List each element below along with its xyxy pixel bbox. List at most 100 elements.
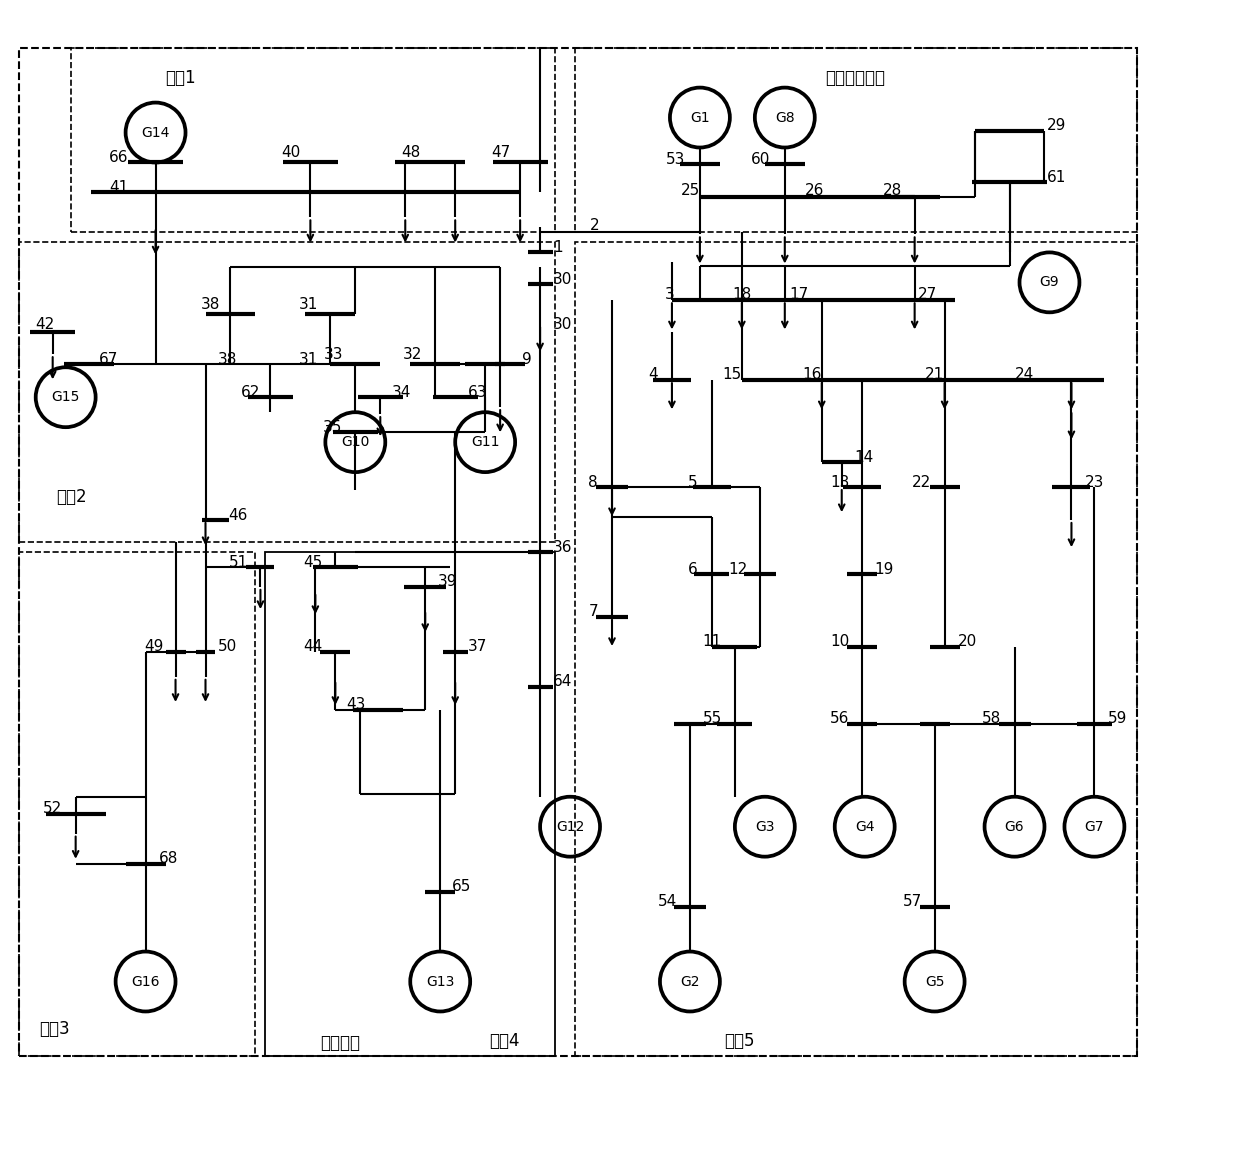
Text: 23: 23 [1085,475,1104,490]
Text: G8: G8 [775,111,795,124]
Bar [575,242,1137,1056]
Text: 33: 33 [324,347,343,362]
Text: 46: 46 [228,508,248,523]
Text: G12: G12 [556,820,584,834]
Text: 19: 19 [874,561,894,576]
Text: 30: 30 [553,317,573,332]
Text: G2: G2 [681,975,699,988]
Text: 38: 38 [217,351,237,366]
Text: 51: 51 [229,554,248,569]
Text: 26: 26 [805,183,825,198]
Text: 44: 44 [303,639,322,654]
Text: 68: 68 [159,851,177,866]
Text: 14: 14 [854,449,874,464]
Text: 61: 61 [1047,170,1066,185]
Text: 28: 28 [883,183,901,198]
Bar [19,242,556,543]
Text: 18: 18 [733,287,751,302]
Text: 50: 50 [217,639,237,654]
Text: G7: G7 [1085,820,1104,834]
Text: 38: 38 [201,297,221,312]
Text: 45: 45 [303,554,322,569]
Text: 35: 35 [322,419,342,434]
Text: 37: 37 [469,639,487,654]
Bar [265,552,556,1056]
Text: 27: 27 [919,287,937,302]
Text: 24: 24 [1016,366,1034,381]
Text: 47: 47 [491,145,510,160]
Bar [71,47,556,233]
Text: 区域3: 区域3 [38,1021,69,1038]
Text: 区域1: 区域1 [166,69,196,86]
Text: 66: 66 [109,150,129,165]
Text: 纽约系统: 纽约系统 [320,1034,361,1053]
Text: 9: 9 [522,351,532,366]
Text: 58: 58 [982,711,1002,726]
Text: 3: 3 [665,287,675,302]
Text: 21: 21 [925,366,945,381]
Text: G16: G16 [131,975,160,988]
Text: 10: 10 [831,635,849,650]
Text: 36: 36 [553,539,573,554]
Text: 43: 43 [346,697,366,712]
Text: 12: 12 [729,561,748,576]
Text: G1: G1 [691,111,709,124]
Text: 25: 25 [681,183,699,198]
Text: 40: 40 [281,145,300,160]
Text: 新英格兰系统: 新英格兰系统 [825,69,884,86]
Text: 16: 16 [802,366,822,381]
Bar [19,552,255,1056]
Text: 31: 31 [299,297,319,312]
Text: 59: 59 [1107,711,1127,726]
Text: 55: 55 [703,711,722,726]
Text: 62: 62 [241,385,260,400]
Text: 60: 60 [750,152,770,167]
Text: 41: 41 [109,180,129,195]
Text: 39: 39 [438,575,458,590]
Text: 30: 30 [553,272,573,287]
Text: 7: 7 [589,605,598,620]
Text: G6: G6 [1004,820,1024,834]
Bar [19,47,1137,1056]
Text: 8: 8 [589,475,598,490]
Text: 63: 63 [469,385,487,400]
Text: 53: 53 [666,152,684,167]
Text: 29: 29 [1047,118,1066,132]
Text: 56: 56 [831,711,849,726]
Text: G13: G13 [427,975,454,988]
Text: G15: G15 [52,391,79,404]
Text: 11: 11 [703,635,722,650]
Text: G14: G14 [141,126,170,139]
Text: G3: G3 [755,820,775,834]
Text: G5: G5 [925,975,945,988]
Text: 区域2: 区域2 [56,488,87,506]
Text: 31: 31 [299,351,319,366]
Text: 49: 49 [144,639,164,654]
Text: 65: 65 [453,879,471,894]
Text: G11: G11 [471,435,500,449]
Text: 20: 20 [957,635,977,650]
Text: 32: 32 [403,347,423,362]
Text: G10: G10 [341,435,370,449]
Text: 13: 13 [831,475,849,490]
Text: 区域4: 区域4 [490,1032,520,1051]
Text: 17: 17 [790,287,808,302]
Text: 5: 5 [688,475,698,490]
Text: 54: 54 [657,894,677,909]
Text: 4: 4 [649,366,658,381]
Text: G4: G4 [854,820,874,834]
Text: 42: 42 [36,317,55,332]
Text: 34: 34 [392,385,412,400]
Text: 22: 22 [913,475,931,490]
Text: 6: 6 [688,561,698,576]
Text: 64: 64 [553,674,573,689]
Text: G9: G9 [1039,275,1059,289]
Text: 区域5: 区域5 [724,1032,755,1051]
Bar [575,47,1137,233]
Text: 48: 48 [401,145,420,160]
Text: 15: 15 [723,366,742,381]
Text: 2: 2 [590,218,600,233]
Text: 57: 57 [903,894,921,909]
Text: 67: 67 [99,351,118,366]
Text: 52: 52 [42,802,62,817]
